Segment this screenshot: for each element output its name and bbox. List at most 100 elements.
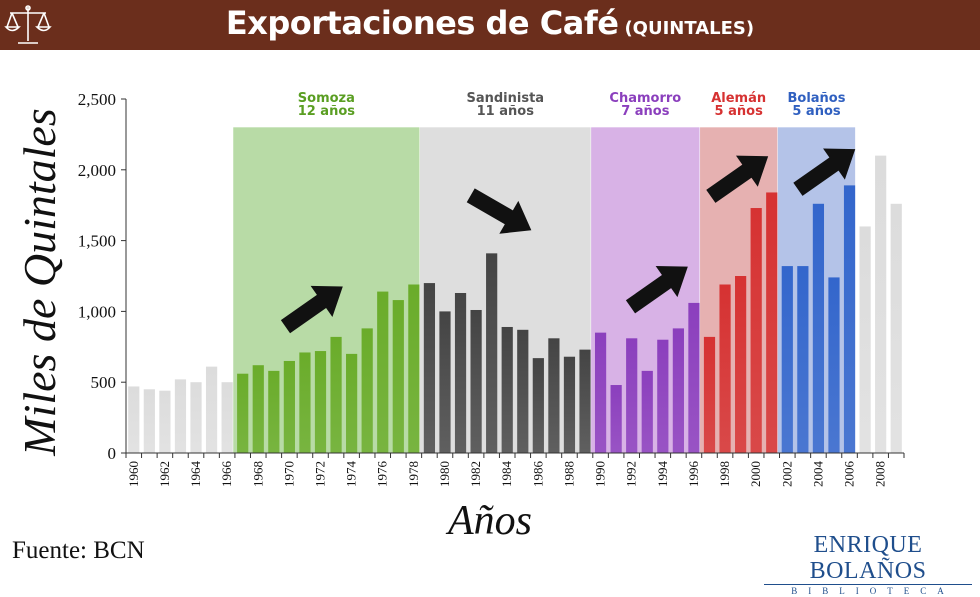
x-tick-label: 1972 (313, 461, 328, 487)
title-main: Exportaciones de Café (225, 4, 619, 42)
bar-1997 (703, 336, 716, 453)
bar-2006 (843, 185, 856, 453)
x-tick-label: 1962 (157, 461, 172, 487)
bar-1985 (517, 329, 529, 453)
bar-1967 (237, 373, 249, 453)
x-tick-label: 1980 (437, 461, 452, 487)
bar-1989 (579, 349, 591, 453)
y-tick-label: 1,500 (78, 232, 116, 251)
coffee-exports-chart: 0 500 1,000 1,500 2,000 2,500 1960 1962 1964 1966… (14, 90, 905, 544)
bar-1966 (221, 382, 233, 453)
bar-1984 (501, 326, 513, 453)
bar-1965 (205, 366, 218, 453)
x-tick-label: 1964 (188, 461, 203, 488)
bar-1978 (408, 284, 420, 453)
trend-arrow-somoza (280, 285, 343, 334)
bar-1987 (548, 338, 560, 453)
bar-1991 (610, 385, 622, 453)
y-axis-label: Miles de Quintales (14, 108, 65, 457)
x-tick-label: 1966 (219, 461, 234, 488)
y-tick-label: 500 (91, 373, 117, 392)
brand-subtitle: BIBLIOTECA (791, 586, 955, 596)
x-tick-label: 2006 (842, 461, 857, 488)
scales-of-justice-icon (4, 5, 52, 44)
trend-arrow-aleman (706, 155, 769, 203)
x-tick-label: 1982 (468, 461, 483, 487)
bar-1977 (392, 300, 404, 453)
bar-2002 (781, 266, 793, 453)
y-tick-label: 2,500 (78, 90, 116, 109)
trend-arrow-sandinista (466, 188, 532, 234)
bar-1968 (252, 365, 264, 453)
bars (128, 155, 902, 453)
bar-1986 (532, 358, 544, 453)
x-tick-label: 1968 (250, 461, 265, 487)
period-name-bolanos: Bolaños (787, 91, 845, 106)
bar-1975 (361, 328, 373, 453)
x-tick-label: 1988 (561, 461, 576, 487)
source-note: Fuente: BCN (12, 537, 145, 564)
library-logo: ENRIQUE BOLAÑOS BIBLIOTECA (764, 532, 972, 597)
chart-title: Exportaciones de Café (QUINTALES) (0, 4, 980, 42)
bar-1969 (268, 370, 280, 453)
bar-1992 (626, 338, 638, 453)
bar-1970 (283, 360, 295, 453)
bar-1972 (314, 351, 327, 453)
x-axis-label: Años (445, 498, 532, 544)
bar-1980 (439, 311, 451, 453)
bar-1963 (174, 379, 187, 453)
period-duration-bolanos: 5 años (792, 104, 841, 119)
bar-2007 (859, 226, 871, 453)
period-duration-chamorro: 7 años (621, 104, 670, 119)
period-duration-aleman: 5 años (715, 104, 764, 119)
bar-1961 (143, 389, 155, 453)
bar-1999 (735, 276, 747, 453)
bar-2009 (890, 203, 902, 453)
x-tick-label: 1990 (593, 461, 608, 487)
x-tick-label: 2000 (748, 461, 763, 487)
bar-1994 (657, 339, 669, 453)
x-tick-label: 1986 (530, 461, 545, 488)
x-tick-label: 1974 (344, 461, 359, 488)
x-tick-label: 2002 (779, 461, 794, 487)
trend-arrow-chamorro (625, 266, 688, 314)
x-tick-label: 1976 (375, 461, 390, 488)
x-tick-label: 2004 (810, 461, 825, 488)
brand-name: ENRIQUE BOLAÑOS (764, 532, 972, 585)
bar-1983 (486, 253, 498, 453)
title-unit: (QUINTALES) (624, 18, 755, 39)
bar-1964 (190, 382, 202, 453)
bar-2005 (828, 277, 840, 453)
period-duration-sandinista: 11 años (477, 104, 535, 119)
period-name-sandinista: Sandinista (466, 91, 544, 106)
x-tick-label: 1992 (624, 461, 639, 487)
bar-1962 (159, 390, 171, 453)
bar-1971 (299, 352, 311, 453)
bar-2004 (812, 203, 825, 453)
bar-1988 (563, 356, 576, 453)
bar-1973 (330, 336, 342, 453)
x-tick-label: 1960 (126, 461, 141, 487)
bar-2003 (797, 266, 809, 453)
bar-2008 (875, 155, 887, 453)
x-tick-label: 2008 (873, 461, 888, 487)
trend-arrows (280, 148, 856, 334)
bar-1974 (346, 353, 358, 453)
period-name-somoza: Somoza (298, 91, 355, 106)
bar-2000 (750, 208, 762, 453)
bar-1960 (128, 386, 140, 453)
bar-1995 (672, 328, 684, 453)
axes: 0 500 1,000 1,500 2,000 2,500 1960 1962 1964 1966… (78, 90, 905, 488)
bar-1998 (719, 284, 731, 453)
x-tick-label: 1994 (655, 461, 670, 488)
x-tick-label: 1970 (281, 461, 296, 487)
period-name-aleman: Alemán (711, 91, 766, 106)
header-banner: Exportaciones de Café (QUINTALES) (0, 0, 980, 50)
bar-1976 (377, 291, 389, 453)
y-tick-label: 1,000 (78, 302, 116, 321)
bar-1996 (688, 302, 700, 453)
y-tick-label: 0 (108, 444, 117, 463)
bar-1981 (454, 292, 467, 453)
x-tick-label: 1978 (406, 461, 421, 487)
